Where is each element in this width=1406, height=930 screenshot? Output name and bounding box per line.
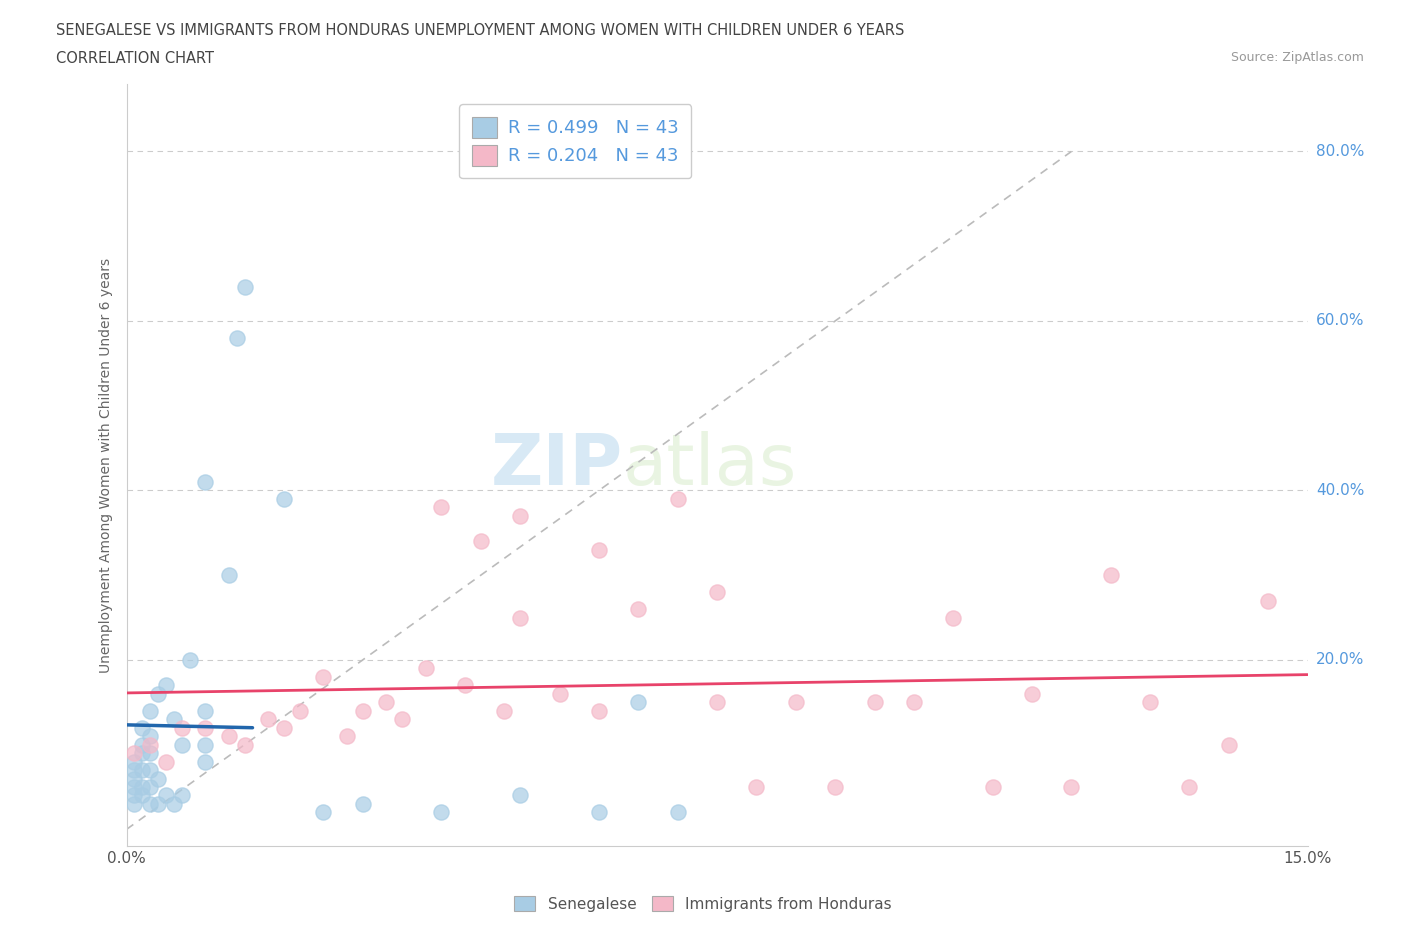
Point (273, 491, 295, 506)
Point (155, 788, 177, 803)
Point (218, 729, 240, 744)
Point (863, 695, 886, 710)
Point (903, 695, 925, 710)
Point (312, 670, 335, 684)
Point (139, 703, 162, 718)
Point (494, 703, 516, 718)
Point (375, 695, 398, 710)
Text: ZIP: ZIP (491, 431, 623, 499)
Point (666, 491, 689, 506)
Point (627, 695, 650, 710)
Point (218, 567, 240, 582)
Point (179, 653, 201, 668)
Point (273, 720, 295, 735)
Point (146, 796, 169, 811)
Point (155, 754, 177, 769)
Point (124, 779, 146, 794)
Point (139, 737, 162, 752)
Point (194, 737, 217, 752)
Point (785, 695, 807, 710)
Point (139, 796, 162, 811)
Point (509, 788, 531, 803)
Text: Source: ZipAtlas.com: Source: ZipAtlas.com (1230, 51, 1364, 64)
Point (824, 779, 846, 794)
Point (1257, 593, 1279, 608)
Point (1060, 779, 1083, 794)
Text: SENEGALESE VS IMMIGRANTS FROM HONDURAS UNEMPLOYMENT AMONG WOMEN WITH CHILDREN UN: SENEGALESE VS IMMIGRANTS FROM HONDURAS U… (56, 23, 904, 38)
Point (509, 610, 531, 625)
Point (170, 720, 193, 735)
Point (139, 729, 162, 744)
Point (352, 703, 374, 718)
Point (194, 703, 217, 718)
Point (155, 678, 177, 693)
Point (131, 788, 153, 803)
Point (352, 796, 374, 811)
Text: atlas: atlas (623, 431, 797, 499)
Point (1139, 695, 1161, 710)
Legend: R = 0.499   N = 43, R = 0.204   N = 43: R = 0.499 N = 43, R = 0.204 N = 43 (460, 104, 692, 179)
Point (146, 686, 169, 701)
Point (336, 729, 359, 744)
Point (706, 585, 728, 600)
Point (706, 695, 728, 710)
Point (548, 686, 571, 701)
Point (1099, 567, 1122, 582)
Point (257, 711, 280, 726)
Point (391, 711, 413, 726)
Point (124, 788, 146, 803)
Point (588, 542, 610, 557)
Point (942, 610, 965, 625)
Point (170, 737, 193, 752)
Y-axis label: Unemployment Among Women with Children Under 6 years: Unemployment Among Women with Children U… (100, 258, 114, 672)
Text: 40.0%: 40.0% (1316, 483, 1364, 498)
Point (233, 280, 256, 295)
Point (1021, 686, 1043, 701)
Point (627, 602, 650, 617)
Point (131, 779, 153, 794)
Text: 20.0%: 20.0% (1316, 652, 1364, 668)
Point (470, 534, 492, 549)
Point (312, 805, 335, 820)
Point (163, 711, 186, 726)
Point (981, 779, 1004, 794)
Point (124, 763, 146, 777)
Point (1218, 737, 1240, 752)
Point (288, 703, 311, 718)
Point (170, 788, 193, 803)
Point (124, 754, 146, 769)
Point (588, 805, 610, 820)
Text: CORRELATION CHART: CORRELATION CHART (56, 51, 214, 66)
Point (454, 678, 477, 693)
Point (139, 763, 162, 777)
Point (194, 720, 217, 735)
Point (131, 737, 153, 752)
Point (139, 746, 162, 761)
Point (233, 737, 256, 752)
Text: 80.0%: 80.0% (1316, 144, 1364, 159)
Point (588, 703, 610, 718)
Point (745, 779, 768, 794)
Point (194, 474, 217, 489)
Point (131, 720, 153, 735)
Point (666, 805, 689, 820)
Point (124, 796, 146, 811)
Point (430, 805, 453, 820)
Point (131, 746, 153, 761)
Point (430, 500, 453, 515)
Point (509, 509, 531, 524)
Point (163, 796, 186, 811)
Point (124, 746, 146, 761)
Point (1178, 779, 1201, 794)
Point (139, 779, 162, 794)
Point (194, 754, 217, 769)
Point (124, 771, 146, 786)
Point (131, 763, 153, 777)
Text: 60.0%: 60.0% (1316, 313, 1364, 328)
Legend: Senegalese, Immigrants from Honduras: Senegalese, Immigrants from Honduras (508, 889, 898, 918)
Point (225, 330, 247, 345)
Point (146, 771, 169, 786)
Point (415, 661, 437, 676)
